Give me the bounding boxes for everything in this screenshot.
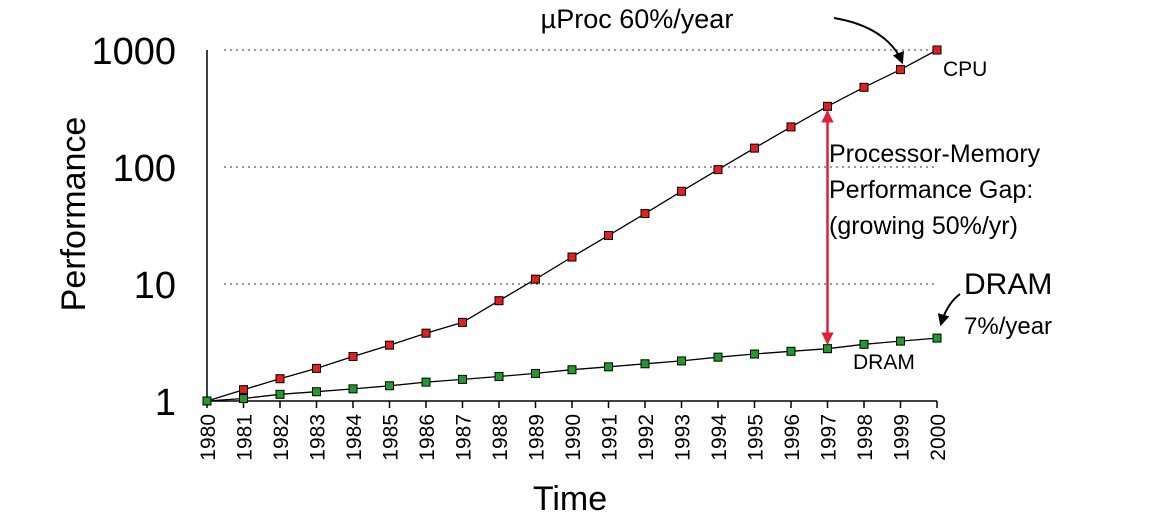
dram-series-label: DRAM: [853, 351, 915, 374]
y-axis-label: Performance: [55, 117, 93, 312]
series-points: [202, 45, 942, 406]
data-point-cpu: [348, 352, 358, 362]
data-point-cpu: [531, 274, 540, 284]
y-tick-label: 1000: [91, 31, 176, 73]
data-point-dram: [786, 346, 796, 356]
data-point-cpu: [239, 385, 248, 395]
cpu-series-label: CPU: [943, 58, 987, 81]
data-point-cpu: [713, 165, 723, 175]
data-point-cpu: [604, 230, 613, 240]
x-tick-label: 1992: [635, 414, 658, 461]
x-tick-label: 1983: [307, 414, 330, 461]
data-point-cpu: [494, 296, 504, 306]
data-point-cpu: [458, 317, 467, 327]
data-point-cpu: [932, 45, 942, 55]
x-tick-label: 1982: [270, 414, 293, 461]
x-tick-label: 1984: [343, 414, 366, 461]
y-tick-label: 10: [134, 265, 176, 307]
data-point-dram: [677, 356, 686, 366]
data-point-dram: [239, 394, 248, 404]
data-point-cpu: [786, 122, 796, 132]
x-tick-label: 1981: [234, 414, 257, 461]
data-point-dram: [604, 362, 613, 372]
x-tick-label: 1998: [854, 414, 877, 461]
data-point-dram: [713, 352, 723, 362]
y-tick-label: 1: [155, 382, 176, 424]
data-point-dram: [750, 349, 759, 359]
data-point-dram: [567, 365, 577, 375]
data-point-dram: [202, 396, 212, 406]
x-tick-label: 1988: [489, 414, 512, 461]
data-point-dram: [823, 344, 832, 354]
data-point-cpu: [896, 65, 905, 75]
gap-label-line-2: Performance Gap:: [829, 176, 1033, 204]
x-axis-label: Time: [533, 480, 607, 518]
gap-label-line-3: (growing 50%/yr): [829, 212, 1018, 240]
x-tick-labels: 1980 1981 1982 1983 1984 1985 1986 1987 1988 1989…: [197, 401, 950, 461]
data-point-dram: [421, 377, 431, 387]
cpu-rate-arrow: [833, 17, 904, 65]
dram-heading-annotation: DRAM: [964, 268, 1052, 301]
x-tick-label: 1991: [599, 414, 622, 461]
x-tick-label: 1990: [562, 414, 585, 461]
data-point-dram: [348, 384, 358, 394]
data-point-cpu: [567, 252, 577, 262]
cpu-rate-annotation: µProc 60%/year: [541, 4, 734, 34]
data-point-cpu: [275, 374, 285, 384]
data-point-dram: [385, 381, 394, 391]
y-tick-labels: 1 10 100 1000: [91, 31, 176, 424]
data-point-dram: [640, 359, 650, 369]
data-point-dram: [312, 387, 321, 397]
x-tick-label: 1999: [891, 414, 914, 461]
x-tick-label: 1994: [708, 414, 731, 461]
x-tick-label: 1995: [745, 414, 768, 461]
x-tick-label: 1997: [818, 414, 841, 461]
gap-label-line-1: Processor-Memory: [829, 140, 1041, 168]
y-tick-label: 100: [113, 148, 176, 190]
x-tick-label: 2000: [927, 414, 950, 461]
data-point-cpu: [385, 340, 394, 350]
data-point-cpu: [859, 82, 869, 92]
x-tick-label: 1980: [197, 414, 220, 461]
data-point-dram: [494, 371, 504, 381]
data-point-dram: [275, 389, 285, 399]
gridlines: [224, 49, 937, 285]
data-point-cpu: [640, 209, 650, 219]
data-point-cpu: [677, 186, 686, 196]
x-tick-label: 1993: [672, 414, 695, 461]
data-point-dram: [932, 333, 942, 343]
dram-rate-arrow: [937, 293, 961, 327]
data-point-dram: [458, 374, 467, 384]
data-point-cpu: [750, 143, 759, 153]
data-point-dram: [531, 368, 540, 378]
data-point-cpu: [421, 328, 431, 338]
x-tick-label: 1986: [416, 414, 439, 461]
x-tick-label: 1987: [453, 414, 476, 461]
data-point-dram: [896, 336, 905, 346]
x-tick-label: 1996: [781, 414, 804, 461]
data-point-cpu: [312, 363, 321, 373]
data-point-cpu: [823, 101, 832, 111]
x-tick-label: 1989: [526, 414, 549, 461]
x-tick-label: 1985: [380, 414, 403, 461]
dram-rate-annotation: 7%/year: [964, 313, 1052, 340]
data-point-dram: [859, 339, 869, 349]
